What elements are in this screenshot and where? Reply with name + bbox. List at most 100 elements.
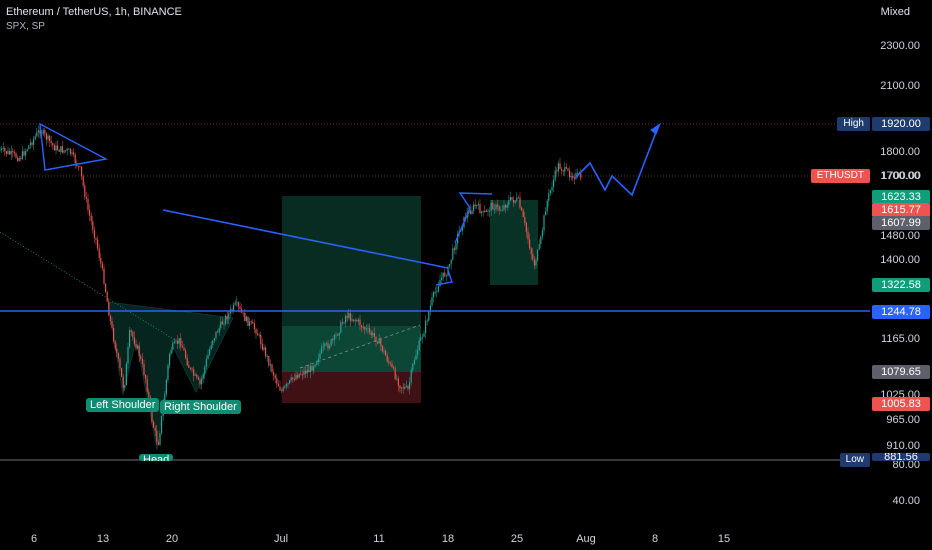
downward-trendline[interactable] <box>162 209 449 269</box>
candle-body <box>319 353 321 359</box>
y-tick: 1165.00 <box>881 333 920 345</box>
x-tick: 20 <box>165 533 179 545</box>
candle-body <box>103 268 105 284</box>
candle-body <box>415 355 417 361</box>
candle-body <box>433 292 435 298</box>
candle-body <box>420 337 422 341</box>
candle-body <box>146 379 148 392</box>
candle-body <box>353 319 355 321</box>
long-position-stop-zone[interactable] <box>282 372 421 403</box>
candle-body <box>215 331 217 339</box>
candle-body <box>114 341 116 349</box>
candle-body <box>519 197 521 208</box>
candle-body <box>292 377 294 379</box>
candle-body <box>301 374 303 376</box>
candle-body <box>165 379 167 395</box>
candle-body <box>161 415 163 434</box>
candle-body <box>185 350 187 358</box>
candle-body <box>221 321 223 325</box>
candle-body <box>570 175 572 178</box>
candle-body <box>449 264 451 267</box>
x-tick: 6 <box>30 533 38 545</box>
candle-body <box>495 204 497 210</box>
candle-body <box>394 368 396 380</box>
candle-body <box>273 372 275 376</box>
candle-body <box>452 248 454 260</box>
candle-body <box>79 165 81 167</box>
candle-body <box>429 305 431 312</box>
candle-body <box>284 386 286 388</box>
candle-body <box>461 227 463 231</box>
ethusdt-price-tag: 1700.00 <box>881 170 921 182</box>
candle-body <box>325 343 327 345</box>
candle-body <box>50 141 52 144</box>
candle-body <box>421 336 423 338</box>
candle-body <box>442 272 444 278</box>
candle-body <box>2 147 4 149</box>
candle-body <box>10 150 12 155</box>
candle-body <box>349 313 351 321</box>
channel-drawing[interactable] <box>435 269 453 286</box>
candle-body <box>258 335 260 336</box>
rally-drawing[interactable] <box>454 192 493 244</box>
candle-body <box>413 360 415 364</box>
candle-body <box>561 168 563 171</box>
candle-body <box>122 376 124 388</box>
candle-body <box>260 335 262 345</box>
left-shoulder-label[interactable]: Left Shoulder <box>86 398 160 412</box>
candle-body <box>266 355 268 357</box>
candle-body <box>551 187 553 191</box>
candle-body <box>68 148 70 150</box>
candle-body <box>506 204 508 208</box>
candle-body <box>511 197 513 200</box>
x-tick: 11 <box>373 533 385 545</box>
candle-body <box>25 150 27 156</box>
candle-body <box>47 135 49 140</box>
candle-body <box>439 280 441 287</box>
symbol-title[interactable]: Ethereum / TetherUS, 1h, BINANCE <box>6 6 182 18</box>
candle-body <box>129 330 131 348</box>
candle-body <box>133 336 135 345</box>
scale-mode-label[interactable]: Mixed <box>880 6 910 18</box>
candle-body <box>97 239 99 249</box>
candle-body <box>396 378 398 380</box>
candle-body <box>559 163 561 169</box>
candle-body <box>553 179 555 188</box>
overlay-symbol[interactable]: SPX, SP <box>6 21 45 32</box>
forecast-path[interactable] <box>574 126 659 197</box>
candle-body <box>132 331 134 337</box>
long-position-profit-zone <box>282 326 421 372</box>
candle-body <box>562 170 564 172</box>
y-tick: 2300.00 <box>880 40 920 52</box>
right-shoulder-label[interactable]: Right Shoulder <box>160 400 241 414</box>
candle-body <box>81 166 83 177</box>
candle-body <box>527 231 529 240</box>
triangle-drawing[interactable] <box>39 122 109 171</box>
candle-body <box>521 207 523 211</box>
candle-body <box>143 363 145 375</box>
candle-body <box>365 328 367 330</box>
candle-body <box>354 320 356 322</box>
candle-body <box>210 345 212 349</box>
price-tag-1244: 1244.78 <box>872 305 930 319</box>
candle-body <box>425 320 427 334</box>
candle-body <box>74 154 76 164</box>
position-zone-small[interactable] <box>490 200 538 285</box>
y-tick: 1400.00 <box>880 254 920 266</box>
candle-body <box>212 340 214 346</box>
candle-body <box>524 217 526 223</box>
head-label[interactable]: Head <box>139 454 174 461</box>
candle-body <box>356 320 358 322</box>
candle-body <box>140 356 142 359</box>
candle-body <box>386 355 388 362</box>
candle-body <box>193 369 195 376</box>
candle-body <box>330 339 332 346</box>
candle-body <box>170 350 172 354</box>
ethusdt-label[interactable]: ETHUSDT <box>810 169 870 183</box>
candle-body <box>313 366 315 371</box>
candle-body <box>436 291 438 293</box>
candle-body <box>285 383 287 387</box>
candle-body <box>130 330 132 332</box>
candle-body <box>117 353 119 359</box>
